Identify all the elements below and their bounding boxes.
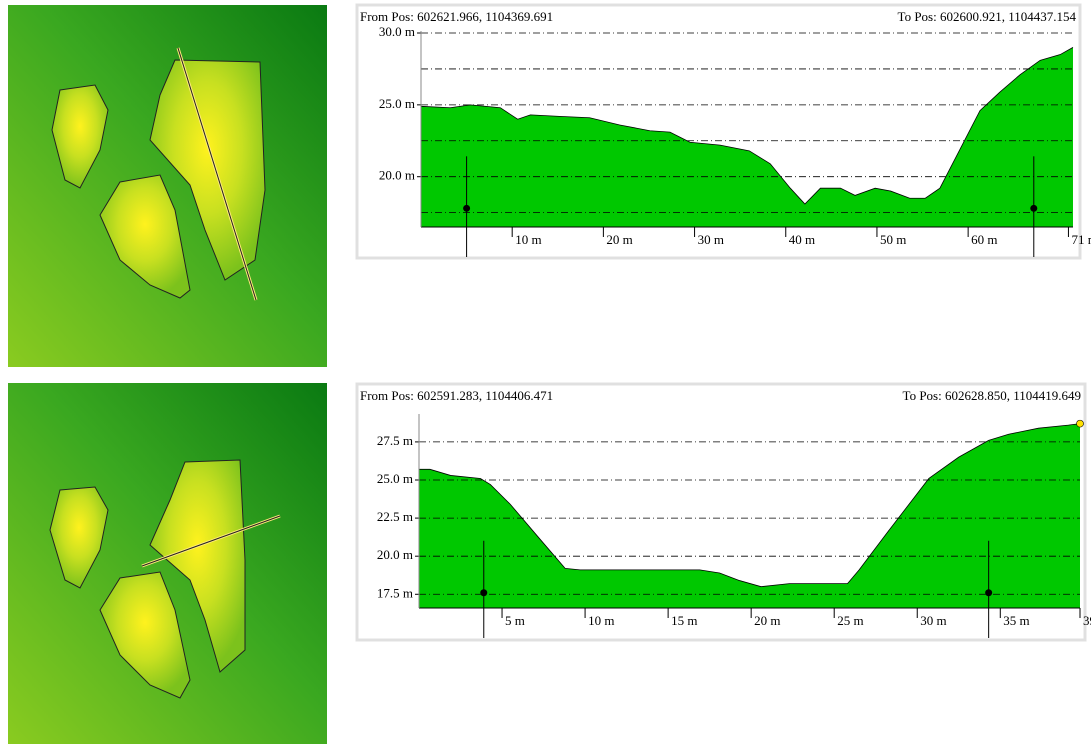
x-tick-label: 39.8 m	[1083, 613, 1091, 628]
from-pos: From Pos: 602621.966, 1104369.691	[360, 9, 553, 24]
x-tick-label: 10 m	[515, 232, 541, 247]
to-pos: To Pos: 602600.921, 1104437.154	[898, 9, 1077, 24]
x-tick-label: 30 m	[698, 232, 724, 247]
x-tick-label: 60 m	[971, 232, 997, 247]
x-tick-label: 15 m	[671, 613, 697, 628]
x-tick-label: 50 m	[880, 232, 906, 247]
x-tick-label: 30 m	[920, 613, 946, 628]
from-pos: From Pos: 602591.283, 1104406.471	[360, 388, 553, 403]
map-top	[8, 5, 327, 367]
marker-dot	[985, 589, 992, 596]
marker-dot	[463, 205, 470, 212]
x-tick-label: 5 m	[505, 613, 525, 628]
map-bottom	[8, 383, 327, 744]
y-tick-label: 20.0 m	[377, 547, 413, 562]
y-tick-label: 20.0 m	[379, 168, 415, 183]
canvas: From Pos: 602621.966, 1104369.691 To Pos:…	[0, 0, 1091, 744]
marker-dot	[1077, 420, 1084, 427]
x-tick-label: 20 m	[606, 232, 632, 247]
x-tick-label: 10 m	[588, 613, 614, 628]
y-tick-label: 22.5 m	[377, 509, 413, 524]
y-tick-label: 25.0 m	[379, 96, 415, 111]
x-tick-label: 71 m	[1071, 232, 1091, 247]
x-tick-label: 35 m	[1003, 613, 1029, 628]
marker-dot	[480, 589, 487, 596]
y-tick-label: 17.5 m	[377, 585, 413, 600]
y-tick-label: 30.0 m	[379, 24, 415, 39]
x-tick-label: 20 m	[754, 613, 780, 628]
y-tick-label: 27.5 m	[377, 433, 413, 448]
marker-dot	[1030, 205, 1037, 212]
x-tick-label: 25 m	[837, 613, 863, 628]
to-pos: To Pos: 602628.850, 1104419.649	[903, 388, 1081, 403]
y-tick-label: 25.0 m	[377, 471, 413, 486]
x-tick-label: 40 m	[789, 232, 815, 247]
screen: From Pos: 602621.966, 1104369.691 To Pos:…	[0, 0, 1091, 744]
